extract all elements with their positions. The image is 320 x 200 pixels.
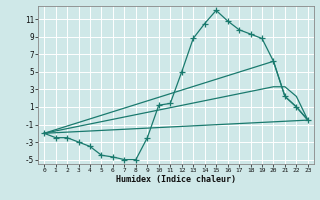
X-axis label: Humidex (Indice chaleur): Humidex (Indice chaleur) [116,175,236,184]
